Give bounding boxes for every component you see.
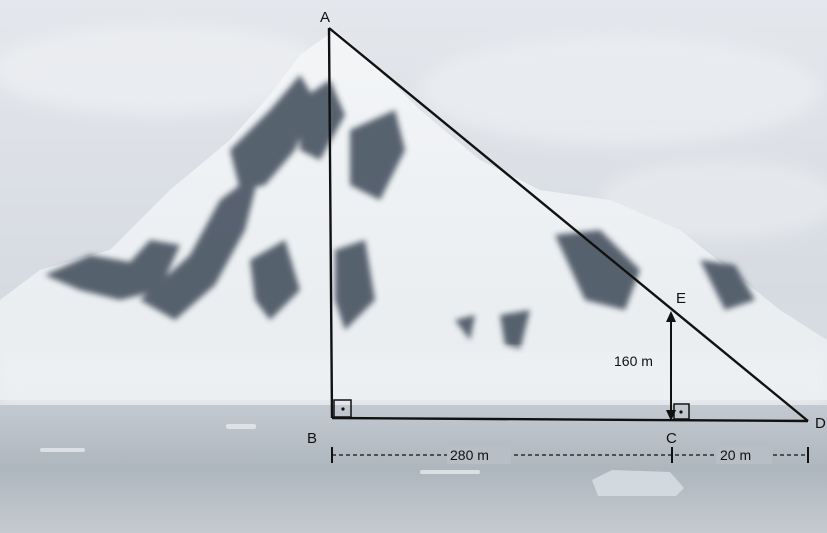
measure-height-EC: 160 m (614, 353, 653, 369)
segment-AB (327, 27, 334, 419)
measure-length-BC: 280 m (450, 447, 489, 463)
point-label-D: D (815, 415, 826, 432)
sea (0, 405, 827, 533)
point-label-C: C (666, 430, 677, 447)
point-label-E: E (676, 290, 686, 307)
clouds (0, 25, 827, 240)
right-angle-marker-B (333, 399, 352, 418)
measure-length-CD: 20 m (720, 447, 751, 463)
point-label-B: B (307, 430, 317, 447)
ice-floes (40, 424, 684, 496)
right-angle-marker-C (673, 403, 690, 420)
point-label-A: A (320, 9, 330, 26)
rock-outcrops (45, 75, 755, 350)
segment-BD (331, 416, 809, 423)
arrow-up-icon (666, 311, 676, 322)
triangle-construction (327, 27, 809, 463)
hypotenuse-AD (328, 27, 809, 422)
labels: A B C D E 160 m 280 m 20 m (307, 9, 826, 463)
